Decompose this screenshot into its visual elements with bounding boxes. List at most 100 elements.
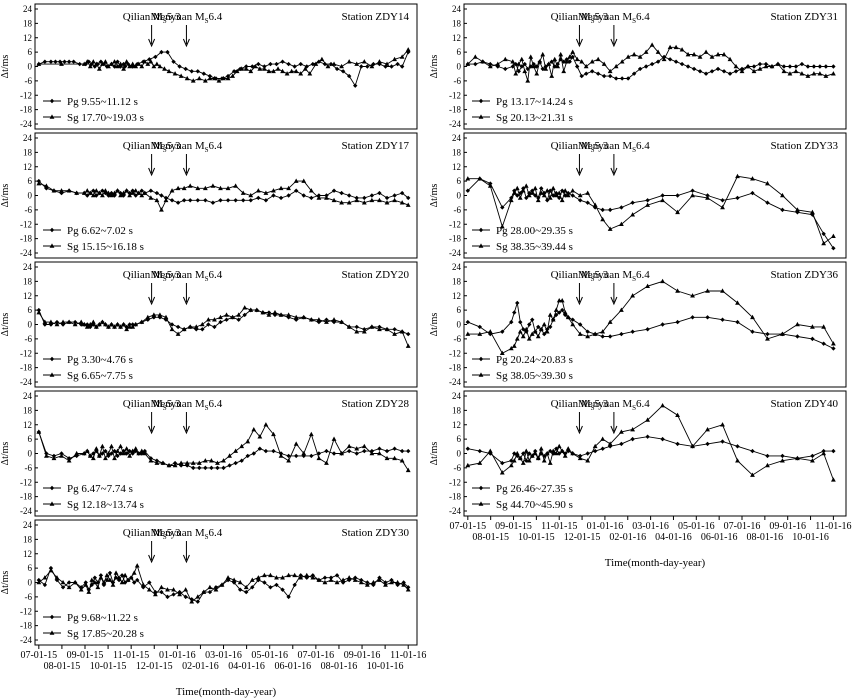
data-point-sg (98, 575, 104, 580)
data-point-sg (248, 68, 254, 74)
data-point-sg (514, 336, 520, 341)
y-tick-label: 18 (452, 405, 462, 415)
data-point-sg (795, 207, 800, 212)
x-tick-label-top: 07-01-15 (20, 650, 57, 661)
data-point-sg (487, 448, 493, 453)
data-point-sg (103, 59, 108, 64)
data-point-pg (675, 441, 680, 447)
data-point-pg (354, 324, 359, 330)
legend-label: Pg 9.68~11.22 s (67, 612, 138, 624)
event-arrow-head (148, 296, 156, 306)
legend-label: Pg 28.00~29.35 s (496, 225, 573, 237)
data-point-sg (84, 324, 90, 329)
data-point-pg (206, 322, 211, 327)
data-point-pg (660, 436, 665, 442)
data-point-sg (93, 188, 99, 193)
data-point-sg (207, 75, 213, 81)
data-point-sg (87, 453, 93, 458)
data-point-sg (298, 71, 304, 76)
event-arrow-head (148, 38, 156, 48)
data-point-sg (830, 477, 836, 482)
data-point-sg (151, 63, 157, 69)
x-tick-label-top: 07-01-16 (724, 521, 761, 532)
data-point-sg (248, 307, 254, 312)
data-point-pg (250, 585, 255, 590)
data-point-pg (720, 198, 725, 203)
data-point-pg (71, 59, 76, 64)
station-label: Station ZDY33 (770, 140, 838, 152)
y-tick-label: 6 (457, 176, 462, 186)
data-point-pg (62, 59, 67, 64)
data-point-pg (821, 231, 826, 237)
data-point-pg (195, 599, 200, 604)
data-point-pg (139, 188, 144, 193)
data-point-pg (720, 317, 725, 322)
data-point-pg (631, 71, 637, 76)
data-point-sg (271, 431, 276, 437)
data-point-sg (139, 63, 145, 69)
data-point-sg (302, 66, 308, 71)
data-point-sg (212, 75, 217, 81)
data-point-sg (239, 443, 245, 449)
data-point-sg (106, 190, 111, 195)
data-point-sg (48, 319, 54, 324)
y-tick-label: 12 (452, 162, 461, 172)
data-point-sg (121, 190, 126, 195)
y-tick-label: 18 (452, 18, 462, 28)
data-point-pg (85, 193, 90, 198)
data-point-pg (600, 446, 605, 451)
data-point-sg (550, 317, 556, 322)
x-tick-label-bottom: 10-01-15 (518, 532, 555, 543)
data-point-sg (384, 200, 390, 205)
y-tick-label: 18 (23, 534, 33, 544)
data-point-pg (233, 460, 238, 466)
data-point-sg (675, 288, 680, 293)
data-point-sg (655, 49, 661, 54)
y-axis-label: Δt/ms (429, 442, 440, 466)
data-point-sg (765, 336, 770, 341)
data-point-sg (769, 63, 775, 69)
data-point-pg (165, 594, 170, 600)
data-point-pg (139, 451, 144, 456)
data-point-sg (219, 582, 225, 587)
data-point-pg (607, 334, 613, 339)
data-point-sg (377, 450, 382, 456)
data-point-sg (673, 44, 679, 50)
data-point-sg (721, 51, 727, 57)
data-point-sg (592, 202, 598, 207)
data-point-sg (510, 59, 516, 64)
data-point-sg (377, 577, 382, 582)
data-point-sg (59, 61, 64, 66)
data-point-pg (334, 573, 340, 578)
data-point-sg (81, 61, 87, 66)
data-point-sg (268, 572, 273, 578)
data-point-sg (810, 209, 815, 215)
data-point-sg (514, 185, 520, 191)
data-point-sg (531, 63, 537, 69)
data-point-pg (224, 317, 229, 322)
data-point-pg (203, 465, 208, 471)
data-point-sg (171, 587, 176, 592)
data-point-pg (619, 76, 625, 81)
data-point-sg (559, 197, 565, 203)
data-point-sg (210, 183, 216, 188)
data-point-pg (465, 446, 471, 451)
legend-marker-diamond (478, 227, 484, 233)
data-point-pg (570, 54, 575, 60)
event-label-menyuan: Menyuan MS6.4 (578, 140, 650, 154)
data-point-sg (538, 190, 544, 195)
data-point-pg (153, 54, 158, 60)
chart-panel-2: 24 18 12 6 0 -6 -12 -18 -24 Δt/ms Station ZDY20 Qil… (0, 261, 418, 388)
data-point-sg (255, 575, 261, 580)
data-point-sg (567, 54, 573, 59)
data-point-sg (195, 185, 201, 191)
data-point-sg (630, 212, 636, 217)
data-point-pg (805, 64, 811, 69)
data-point-sg (163, 197, 169, 203)
data-point-sg (215, 460, 220, 465)
data-point-sg (42, 319, 48, 324)
data-point-pg (54, 577, 60, 583)
data-point-sg (346, 200, 352, 205)
event-arrow-head (610, 38, 618, 48)
data-point-pg (227, 463, 232, 468)
